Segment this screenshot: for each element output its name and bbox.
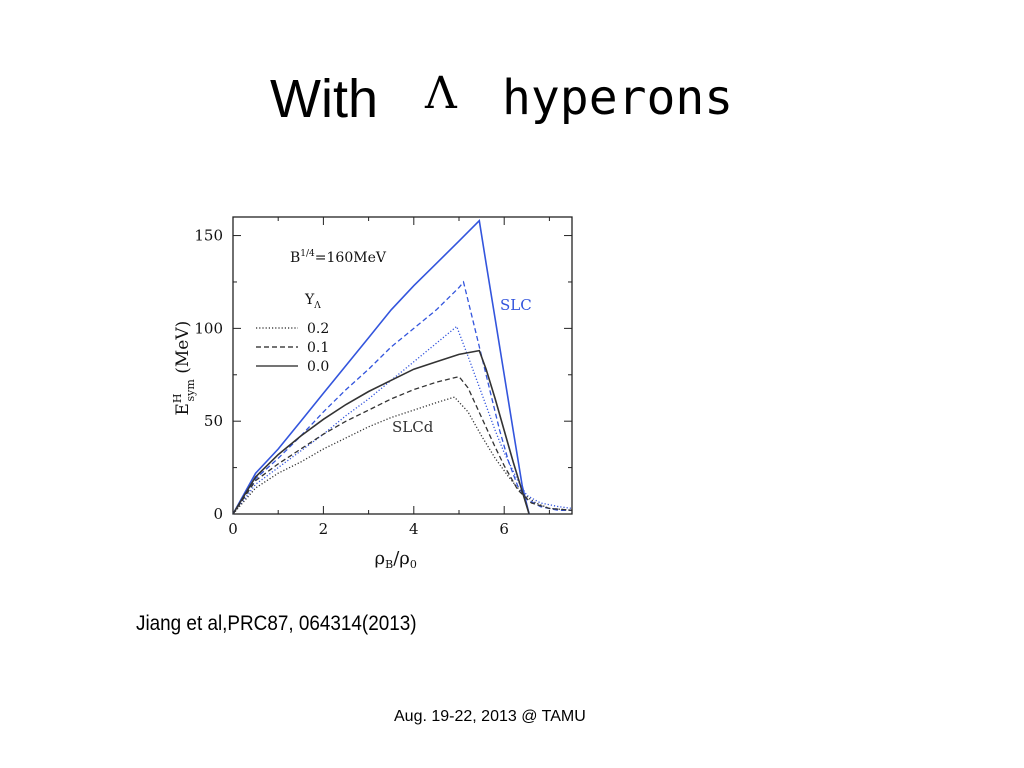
- legend-label: 0.2: [307, 321, 329, 337]
- plot-frame: [232, 216, 573, 515]
- y-axis-label-text: EHsym (MeV): [171, 321, 197, 416]
- chart-svg: 0 2 4 6 0 50 100 150 ρB/ρ0 EHsym (MeV) B1/4=160MeV…: [171, 216, 573, 571]
- x-axis-label: ρB/ρ0: [375, 548, 417, 571]
- x-tick-label: 2: [319, 520, 329, 538]
- legend-label: 0.0: [307, 359, 329, 375]
- series-line-slc-y00: [232, 219, 530, 515]
- title-lambda-symbol: Λ: [425, 68, 457, 119]
- y-tick-label: 150: [194, 227, 223, 245]
- y-axis-label: EHsym (MeV): [171, 321, 197, 416]
- bag-constant-label: B1/4=160MeV: [290, 249, 387, 266]
- x-tick-label: 4: [409, 520, 419, 538]
- footer-date: Aug. 19-22, 2013 @ TAMU: [394, 708, 586, 725]
- slc-label: SLC: [500, 296, 532, 314]
- legend-title: YΛ: [304, 292, 321, 311]
- y-tick-label: 50: [204, 412, 223, 430]
- citation: Jiang et al,PRC87, 064314(2013): [136, 612, 417, 635]
- slcd-label: SLCd: [392, 418, 434, 436]
- y-tick-label: 0: [213, 505, 223, 523]
- series-line-slcd-y00: [232, 349, 530, 515]
- symmetry-energy-chart: 0 2 4 6 0 50 100 150 ρB/ρ0 EHsym (MeV) B1/4=160MeV…: [160, 200, 590, 580]
- series-line-slcd-y01: [232, 375, 573, 515]
- title-with: With: [270, 69, 378, 129]
- series-line-slcd-y02: [232, 396, 573, 515]
- x-tick-label: 0: [228, 520, 238, 538]
- legend-label: 0.1: [307, 340, 329, 356]
- x-tick-label: 6: [499, 520, 509, 538]
- y-tick-label: 100: [194, 319, 223, 337]
- title-hyperons: hyperons: [502, 70, 734, 126]
